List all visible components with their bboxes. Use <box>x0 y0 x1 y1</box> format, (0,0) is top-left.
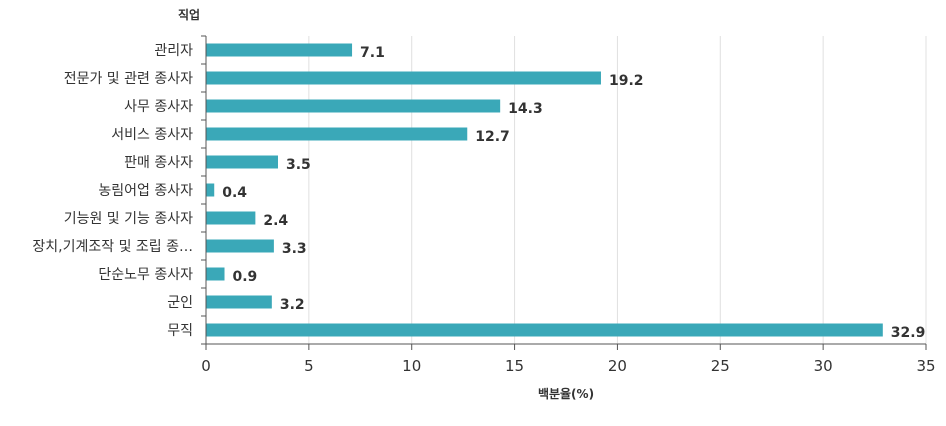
category-label: 기능원 및 기능 종사자 <box>64 211 193 227</box>
data-label: 12.7 <box>475 129 510 145</box>
category-label: 판매 종사자 <box>124 155 193 171</box>
bars <box>206 43 883 337</box>
category-label: 장치,기계조작 및 조립 종… <box>32 239 193 255</box>
bar <box>206 295 272 309</box>
data-label: 14.3 <box>508 101 543 117</box>
x-tick-label: 25 <box>711 357 730 375</box>
data-label: 0.9 <box>233 269 258 285</box>
data-label: 2.4 <box>263 213 288 229</box>
x-tick-label: 35 <box>916 357 935 375</box>
x-tick-label: 0 <box>201 357 211 375</box>
bar <box>206 211 256 225</box>
x-axis-title: 백분율(%) <box>538 386 594 401</box>
category-label: 관리자 <box>154 43 193 59</box>
data-label: 19.2 <box>609 73 644 89</box>
data-label: 3.2 <box>280 297 305 313</box>
category-label: 단순노무 종사자 <box>98 267 193 283</box>
category-label: 사무 종사자 <box>124 99 193 115</box>
category-label: 무직 <box>167 323 193 339</box>
bar <box>206 155 278 169</box>
x-tick-label: 5 <box>304 357 314 375</box>
data-label: 0.4 <box>222 185 247 201</box>
bar <box>206 239 274 253</box>
x-tick-label: 30 <box>814 357 833 375</box>
bar <box>206 99 501 113</box>
labels: 관리자 7.1 전문가 및 관련 종사자 19.2 사무 종사자 14.3 서비스 종사자 1… <box>32 43 935 375</box>
category-label: 군인 <box>167 295 193 311</box>
category-label: 전문가 및 관련 종사자 <box>64 71 193 87</box>
bar <box>206 43 353 57</box>
category-label: 농림어업 종사자 <box>98 183 193 199</box>
x-tick-label: 15 <box>505 357 524 375</box>
bar <box>206 183 215 197</box>
data-label: 3.5 <box>286 157 311 173</box>
grid-lines <box>308 36 927 344</box>
bar <box>206 323 883 337</box>
data-label: 3.3 <box>282 241 307 257</box>
x-tick-label: 20 <box>608 357 627 375</box>
axes <box>201 35 927 350</box>
bar <box>206 127 468 141</box>
bar <box>206 267 225 281</box>
bar <box>206 71 601 85</box>
data-label: 7.1 <box>360 45 385 61</box>
y-axis-title: 직업 <box>178 7 200 22</box>
category-label: 서비스 종사자 <box>111 127 193 143</box>
data-label: 32.9 <box>891 325 926 341</box>
x-tick-label: 10 <box>402 357 421 375</box>
